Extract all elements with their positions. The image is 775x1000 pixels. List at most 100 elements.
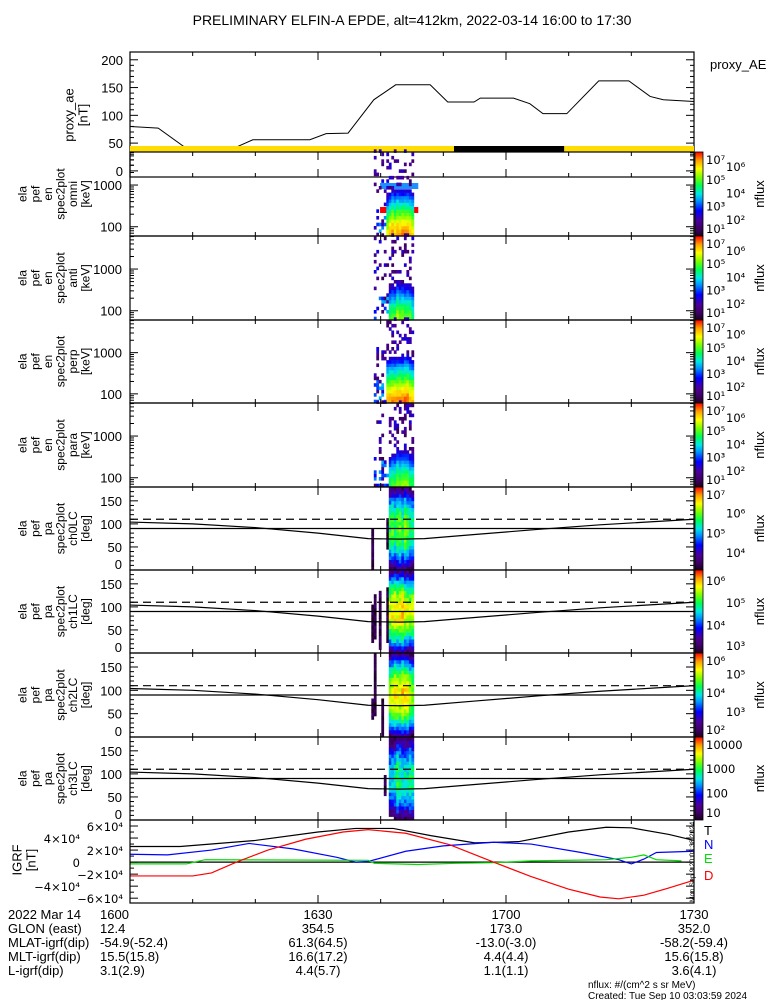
spectrogram-cell: [383, 306, 387, 311]
spectrogram-cell: [388, 625, 392, 630]
y-axis-label-line: ch2LC: [66, 677, 80, 712]
spectrogram-cell: [406, 493, 410, 498]
ytick-label: 1000: [93, 178, 122, 193]
spectrogram-cell: [401, 283, 405, 287]
spectrogram-cell: [403, 695, 407, 699]
spectrogram-cell: [396, 667, 400, 671]
spectrogram-cell: [411, 219, 415, 223]
spectrogram-cell: [411, 360, 415, 364]
ytick-label: 150: [100, 577, 122, 592]
spectrogram-cell: [411, 286, 415, 291]
spectrogram-cell: [401, 684, 405, 689]
spectrogram-cell: [386, 535, 390, 540]
spectrogram-cell: [401, 663, 405, 668]
spectrogram-cell: [403, 768, 407, 772]
spectrogram-cell: [373, 695, 377, 699]
spectrogram-cell: [391, 192, 395, 197]
spectrogram-cell: [406, 559, 410, 564]
spectrogram-cell: [373, 621, 377, 626]
spectrogram-cell: [398, 785, 402, 790]
spectrogram-cell: [408, 635, 412, 640]
spectrogram-cell: [391, 497, 395, 502]
spectrogram-cell: [411, 310, 415, 314]
spectrogram-cell: [388, 416, 392, 421]
spectrogram-cell: [396, 750, 400, 755]
spectrogram-cell: [381, 226, 385, 230]
spectrogram-cell: [403, 615, 407, 619]
spectrogram-cell: [378, 604, 382, 609]
spectrogram-cell: [401, 280, 405, 284]
spectrogram-cell: [393, 545, 397, 550]
spectrogram-cell: [391, 792, 395, 797]
spectrogram-cell: [371, 532, 375, 536]
spectrogram-cell: [406, 202, 410, 207]
spectrogram-cell: [403, 514, 407, 519]
spectrogram-cell: [391, 573, 395, 578]
spectrogram-cell: [393, 389, 397, 394]
spectrogram-cell: [403, 587, 407, 592]
spectrogram-cell: [391, 293, 395, 297]
spectrogram-cell: [411, 447, 415, 451]
spectrogram-cell: [403, 771, 407, 776]
spectrogram-cell: [406, 306, 410, 311]
date-stamp: Mon Sep 9 20:03:38 2024: [690, 822, 697, 903]
y-axis-label-line: pef: [28, 269, 42, 286]
spectrogram-cell: [388, 681, 392, 685]
spectrogram-cell: [393, 222, 397, 227]
spectrogram-cell: [408, 363, 412, 367]
spectrogram-cell: [401, 695, 405, 699]
spectrogram-cell: [401, 590, 405, 595]
spectrogram-cell: [371, 632, 375, 637]
spectrogram-cell: [411, 813, 415, 817]
spectrogram-cell: [378, 597, 382, 602]
spectrogram-cell: [406, 775, 410, 779]
spectrogram-cell: [411, 608, 415, 612]
spectrogram-cell: [391, 604, 395, 609]
y-axis-label-line: [deg]: [79, 598, 93, 625]
spectrogram-cell: [398, 528, 402, 533]
spectrogram-cell: [391, 222, 395, 227]
spectrogram-cell: [391, 535, 395, 540]
spectrogram-cell: [373, 457, 377, 461]
spectrogram-cell: [401, 366, 405, 371]
spectrogram-cell: [408, 379, 412, 384]
spectrogram-cell: [378, 437, 382, 441]
spectrogram-cell: [408, 813, 412, 817]
spectrogram-cell: [411, 303, 415, 307]
spectrogram-cell: [388, 430, 392, 434]
spectrogram-cell: [403, 447, 407, 451]
spectrogram-cell: [393, 383, 397, 387]
y-axis-label-line: spec2plot: [54, 752, 68, 804]
spectrogram-cell: [396, 747, 400, 752]
spectrogram-cell: [386, 232, 390, 237]
spectrogram-cell: [393, 507, 397, 512]
units-note: nflux: #/(cm^2 s sr MeV): [588, 980, 696, 991]
spectrogram-cell: [411, 450, 415, 454]
spectrogram-cell: [391, 712, 395, 717]
spectrogram-cell: [408, 809, 412, 814]
spectrogram-cell: [403, 286, 407, 291]
spectrogram-cell: [401, 253, 405, 257]
spectrogram-cell: [401, 470, 405, 474]
colorbar-label: 10¹: [706, 306, 725, 320]
spectrogram-cell: [406, 590, 410, 595]
spectrogram-cell: [401, 226, 405, 230]
spectrogram-cell: [408, 775, 412, 779]
spectrogram-cell: [398, 538, 402, 543]
spectrogram-cell: [401, 393, 405, 397]
spectrogram-cell: [388, 192, 392, 197]
spectrogram-cell: [391, 507, 395, 512]
spectrogram-cell: [406, 196, 410, 200]
spectrogram-cell: [406, 604, 410, 609]
spectrogram-cell: [408, 590, 412, 595]
spectrogram-cell: [411, 681, 415, 685]
spectrogram-cell: [398, 360, 402, 364]
y-axis-label-line: omni: [66, 181, 80, 207]
spectrogram-cell: [401, 771, 405, 776]
spectrogram-cell: [386, 320, 390, 325]
spectrogram-cell: [378, 477, 382, 481]
spectrogram-cell: [396, 754, 400, 759]
spectrogram-cell: [383, 222, 387, 227]
spectrogram-cell: [388, 677, 392, 682]
